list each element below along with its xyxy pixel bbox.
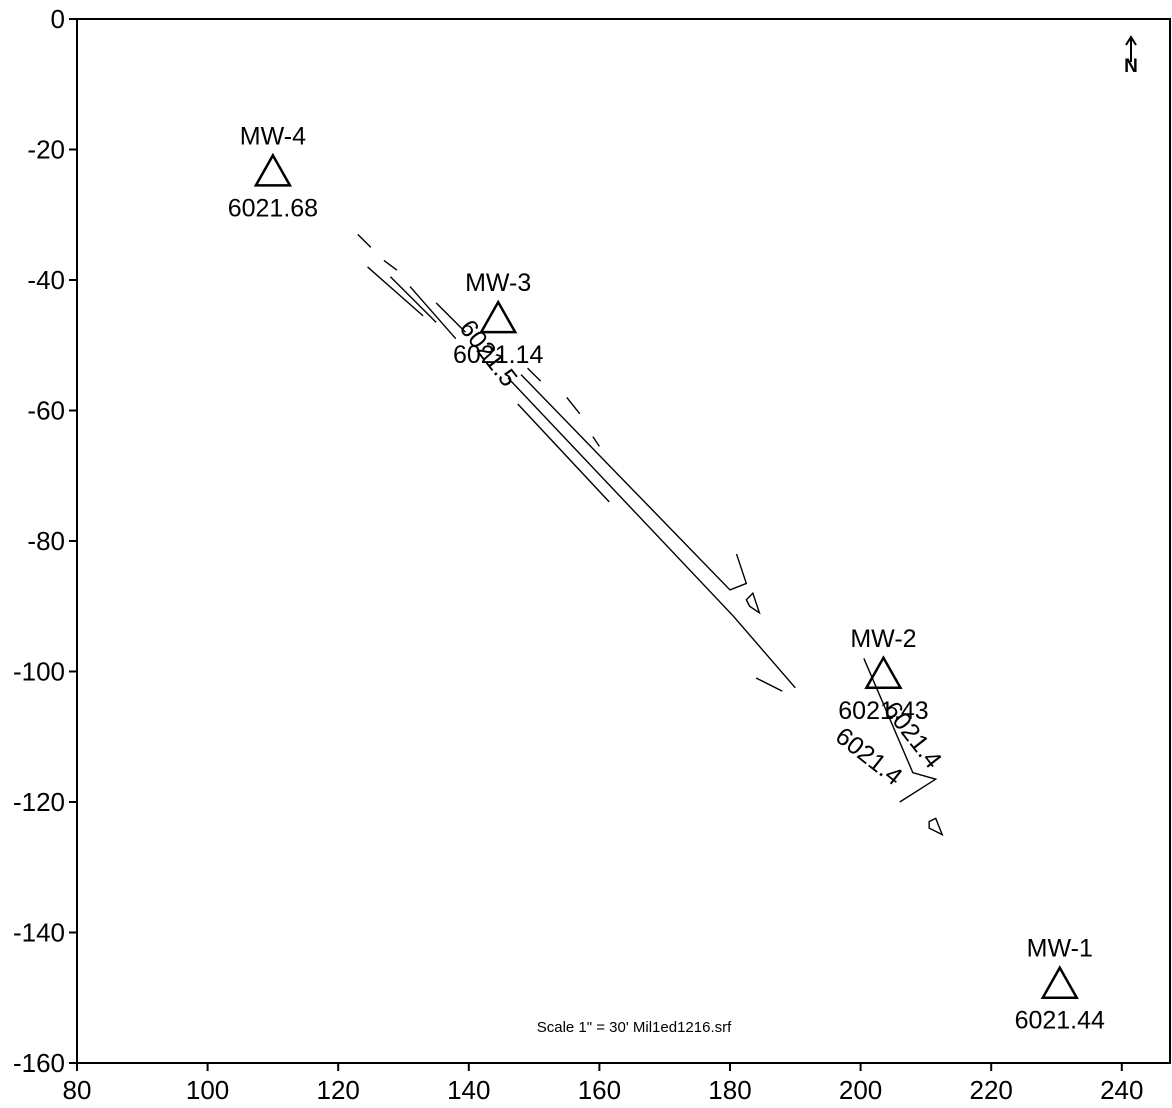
y-tick-label: -80 [27, 526, 65, 556]
north-arrow-icon: N [1124, 35, 1138, 77]
closed-contour [745, 591, 761, 615]
well-name: MW-1 [1027, 935, 1093, 963]
x-axis: 80 100 120 140 160 180 200 220 240 [63, 1063, 1143, 1105]
y-tick-label: -120 [13, 787, 65, 817]
y-tick-label: 0 [51, 4, 65, 34]
contour-line [507, 377, 796, 689]
x-tick-label: 240 [1100, 1075, 1143, 1105]
contour-line [566, 397, 581, 415]
well-name: MW-3 [465, 269, 531, 297]
contour-line [592, 436, 600, 447]
y-axis: 0 -20 -40 -60 -80 -100 -120 -140 -160 [13, 4, 77, 1078]
well-triangle-icon [864, 655, 903, 690]
contour-line [367, 266, 424, 317]
well-name: MW-4 [240, 122, 306, 150]
y-tick-label: -140 [13, 918, 65, 948]
contour-line [527, 367, 542, 382]
well-name: MW-2 [850, 625, 916, 653]
contour-line [409, 286, 457, 340]
contour-line [755, 677, 783, 692]
north-arrow-label: N [1124, 56, 1138, 77]
x-tick-label: 220 [970, 1075, 1013, 1105]
contour-line [389, 276, 437, 323]
well-triangle-icon [1040, 965, 1079, 999]
well-value: 6021.44 [1015, 1007, 1105, 1035]
x-tick-label: 160 [578, 1075, 621, 1105]
y-tick-label: -100 [13, 657, 65, 687]
y-tick-label: -160 [13, 1048, 65, 1078]
well-triangle-icon [479, 299, 518, 334]
y-tick-label: -60 [27, 396, 65, 426]
contour-line [435, 302, 467, 333]
plot-frame [76, 18, 1171, 1064]
well-mw-4: MW-4 6021.68 [228, 122, 318, 222]
well-mw-3: MW-3 6021.14 [453, 269, 543, 369]
contour-line [863, 658, 938, 803]
y-tick-label: -20 [27, 135, 65, 165]
x-tick-label: 100 [186, 1075, 229, 1105]
well-value: 6021.43 [838, 697, 928, 725]
y-tick-label: -40 [27, 265, 65, 295]
well-value: 6021.68 [228, 194, 318, 222]
x-tick-label: 80 [63, 1075, 92, 1105]
x-tick-label: 200 [839, 1075, 882, 1105]
x-tick-label: 140 [447, 1075, 490, 1105]
contour-lines [357, 233, 944, 837]
well-value: 6021.14 [453, 341, 543, 369]
contour-line [520, 374, 748, 591]
x-tick-label: 180 [708, 1075, 751, 1105]
closed-contour [928, 817, 944, 837]
well-mw-2: MW-2 6021.43 [838, 625, 928, 725]
contour-line [517, 403, 610, 503]
well-triangle-icon [253, 152, 293, 187]
contour-line [383, 259, 398, 271]
x-tick-label: 120 [317, 1075, 360, 1105]
monitoring-wells: MW-4 6021.68 MW-3 6021.14 MW-2 6021.43 MW-1 602… [228, 122, 1105, 1034]
well-mw-1: MW-1 6021.44 [1015, 935, 1105, 1035]
contour-line [357, 233, 372, 248]
scale-note: Scale 1" = 30' Mil1ed1216.srf [537, 1019, 732, 1036]
